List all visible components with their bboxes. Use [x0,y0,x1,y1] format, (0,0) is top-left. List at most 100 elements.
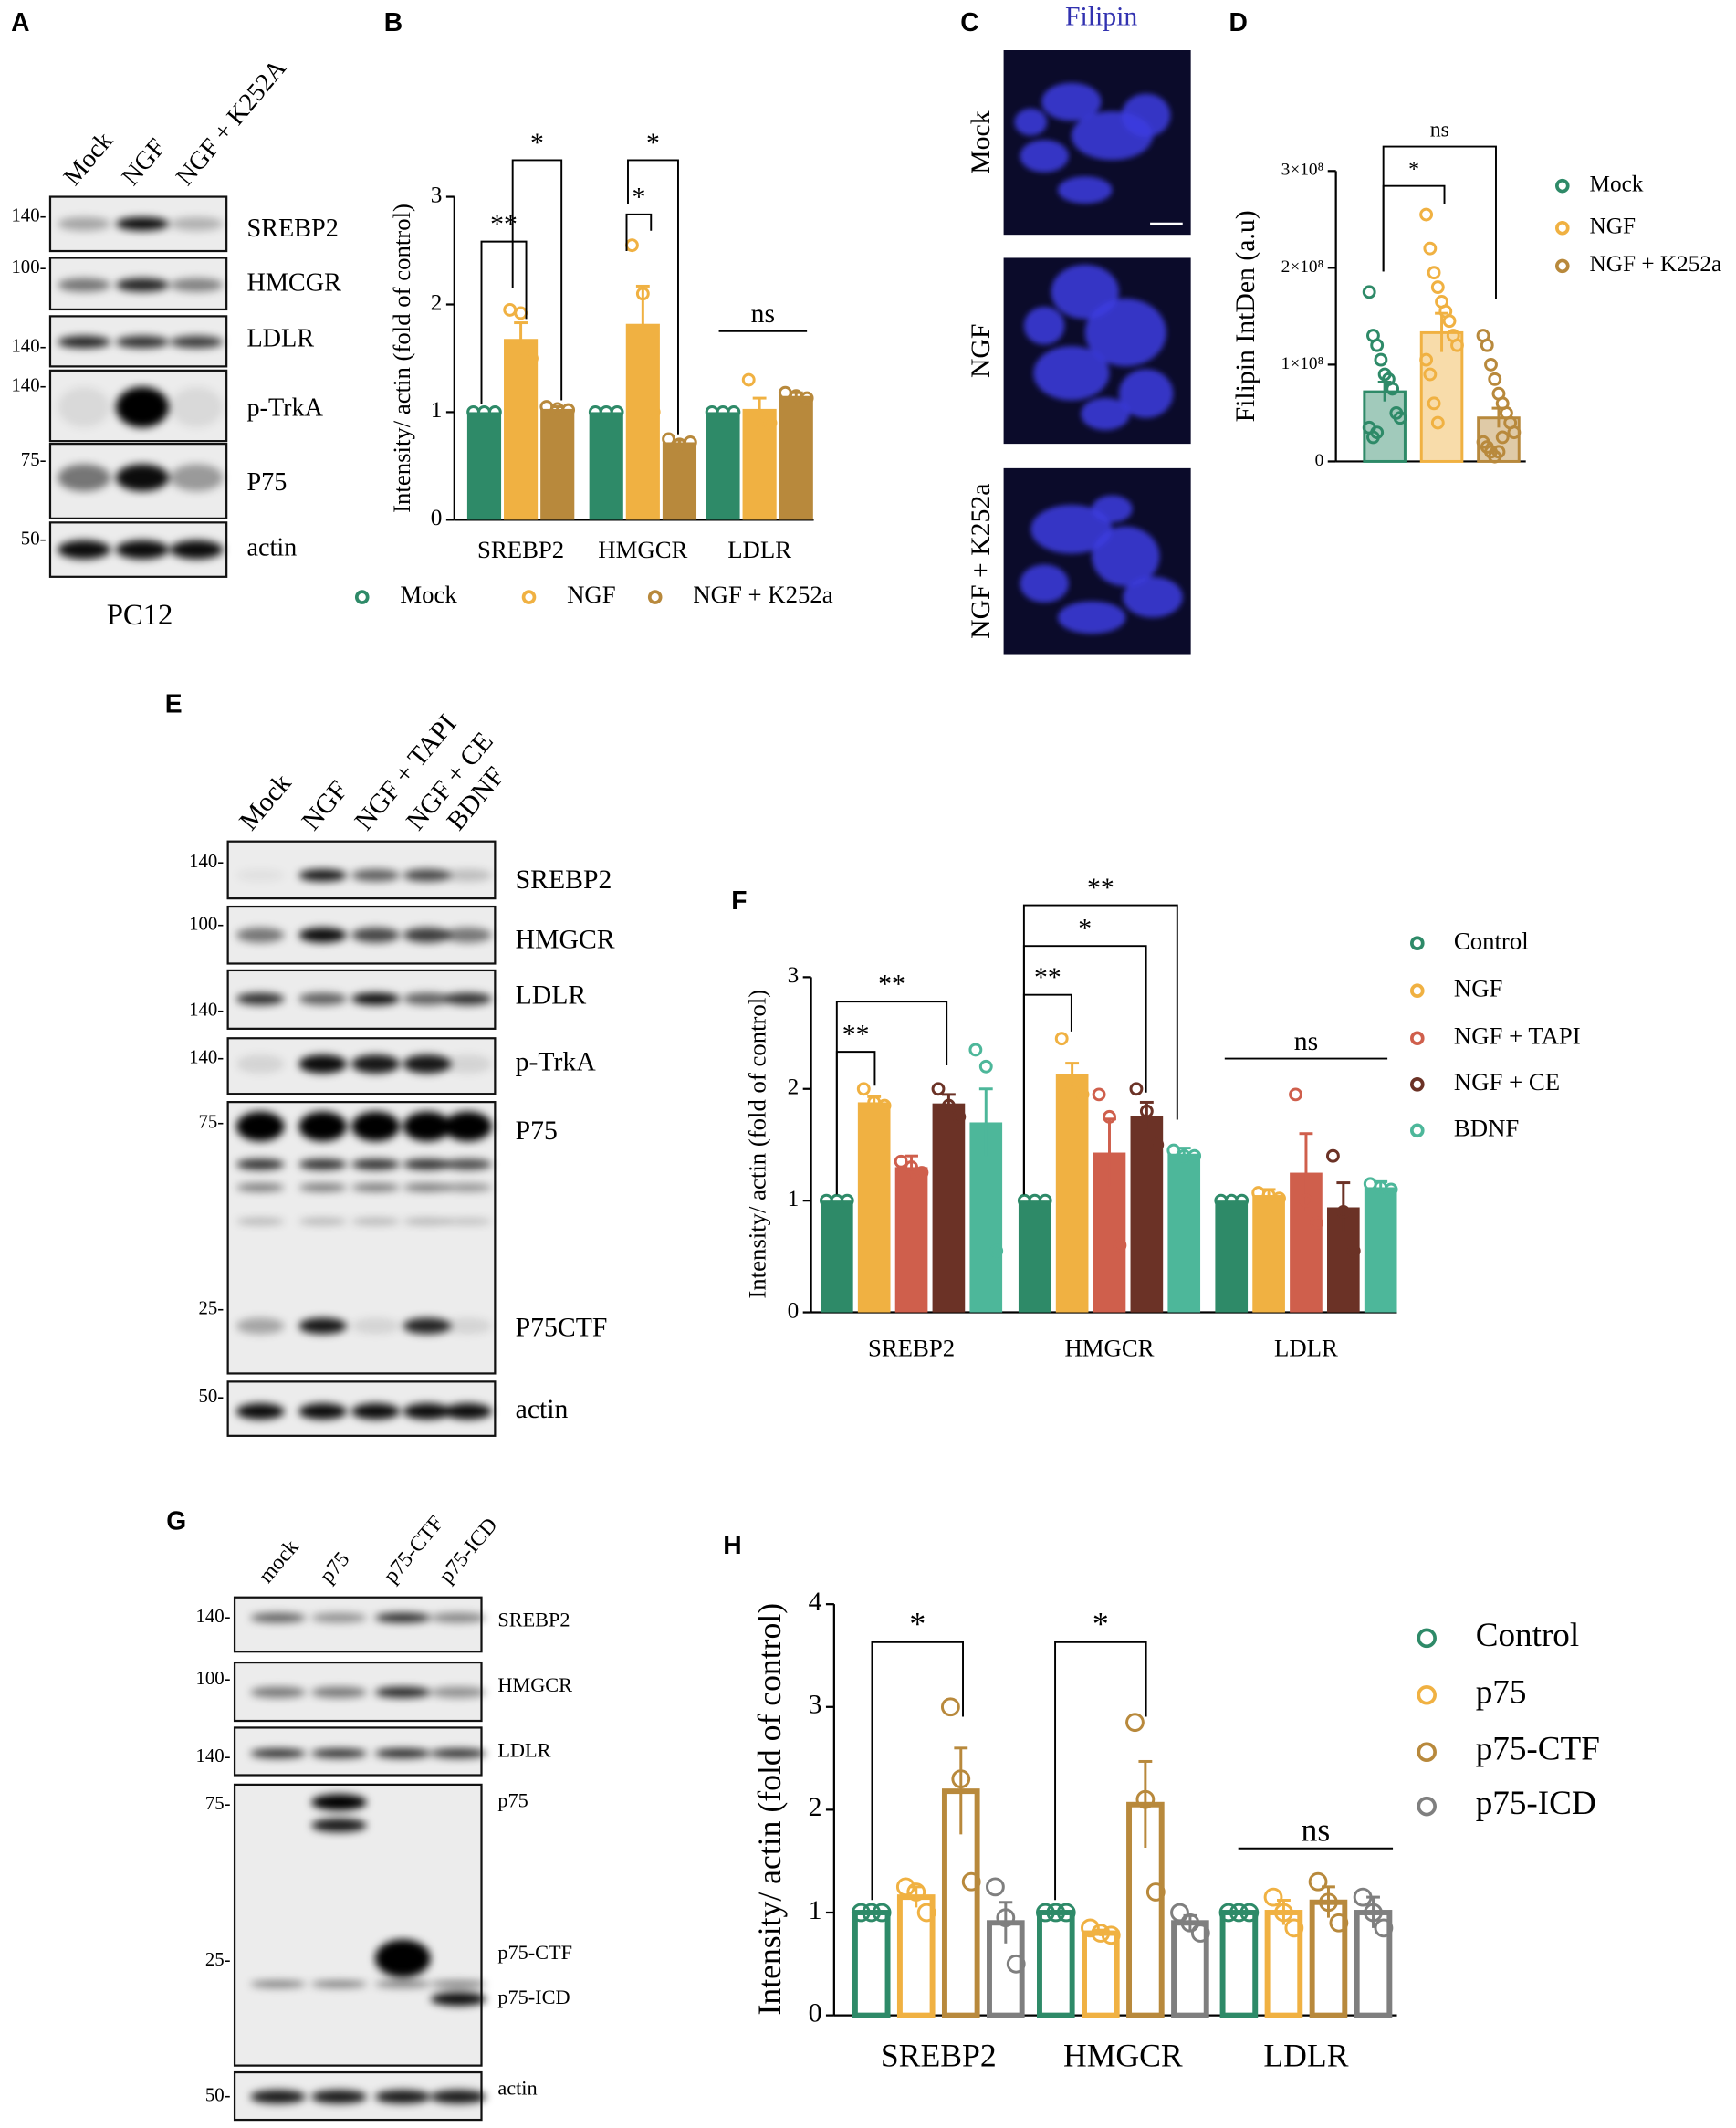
data-point [1325,1148,1340,1163]
data-point [1145,1882,1166,1902]
blob [1020,564,1069,603]
band [58,335,111,349]
band [170,540,224,560]
lane-label: Mock [235,769,298,836]
row-label: SREBP2 [516,865,612,895]
lane-label: p75 [315,1547,354,1588]
band [298,1403,347,1420]
data-point [1423,367,1438,382]
panel-letter: H [723,1530,741,1559]
bar [1036,1910,1075,2018]
data-point [1180,1913,1200,1933]
bar [1055,1074,1089,1313]
band [311,1686,367,1698]
significance-label: * [632,183,645,212]
band [351,992,400,1005]
blob [1033,346,1110,401]
significance-label: * [1408,158,1419,182]
band [403,928,452,943]
significance-label: * [646,129,660,158]
row-label: HMGCR [497,1673,572,1696]
data-point [968,1043,983,1057]
legend-label: NGF [567,581,616,608]
band [311,1612,367,1623]
size-marker: 75- [198,1112,224,1133]
legend-marker [1554,258,1570,274]
data-point [1091,1924,1111,1943]
band [444,869,492,882]
blob [1081,397,1130,431]
bar [1082,1930,1120,2018]
band [430,2090,486,2104]
legend-marker [1410,936,1425,950]
lane-label: NGF + K252A [171,54,292,191]
size-marker: 140- [11,205,46,226]
band [235,1054,285,1074]
band [374,2090,431,2104]
bar [466,412,502,520]
band [58,540,111,560]
condition-label: NGF [967,324,996,378]
band [351,1111,400,1142]
band [403,1183,452,1192]
band [351,928,400,943]
data-point [1507,425,1522,440]
data-point [1129,1082,1144,1096]
significance-bracket [1382,145,1497,299]
data-point [1430,415,1445,430]
band [444,1183,492,1192]
data-point [877,1098,892,1113]
band [351,1183,400,1192]
band [250,1686,307,1698]
data-point [906,1882,926,1902]
data-point [1430,280,1445,294]
data-point [646,404,661,419]
band [298,1111,347,1142]
y-tick-label: 1 [809,1896,822,1925]
blob [1058,601,1126,634]
row-label: actin [516,1395,569,1424]
data-point [763,415,778,430]
data-point [727,404,741,419]
condition-label: NGF + K252a [967,484,996,639]
legend-marker [1410,1123,1425,1138]
blob [1041,82,1102,121]
size-marker: 50- [205,2085,231,2106]
bar [742,408,777,520]
blot-bands [250,1612,486,2104]
legend-label: Control [1476,1617,1579,1654]
data-point [1075,1087,1090,1102]
data-point [1427,266,1441,280]
data-point [1289,1087,1302,1102]
significance-label: * [530,129,544,158]
y-tick-label: 3 [431,182,443,207]
data-point [1263,1887,1283,1907]
size-marker: 140- [11,335,46,356]
data-point [978,1059,993,1074]
data-point [1442,314,1457,329]
blot-bands [235,869,492,1420]
significance-label: ns [1302,1812,1331,1849]
row-label: LDLR [516,980,587,1010]
data-point [1488,372,1502,386]
data-point [800,391,814,405]
band [351,1218,400,1225]
legend-label: Mock [400,581,457,608]
data-point [635,287,650,301]
y-tick-label: 2 [788,1074,800,1100]
data-point [1139,1104,1154,1118]
legend-marker [1417,1684,1437,1705]
y-axis-label: Filipin IntDen (a.u) [1231,210,1260,422]
row-label: actin [246,534,297,562]
data-point [940,1697,960,1717]
data-point [1450,338,1464,352]
legend-label: p75 [1476,1673,1527,1711]
row-label: p75-ICD [497,1986,570,2008]
band [298,1218,347,1225]
legend-label: NGF [1454,974,1503,1001]
data-point [1393,411,1407,425]
legend-label: p75-ICD [1476,1785,1596,1822]
significance-label: ** [878,970,905,1000]
band [403,1218,452,1225]
